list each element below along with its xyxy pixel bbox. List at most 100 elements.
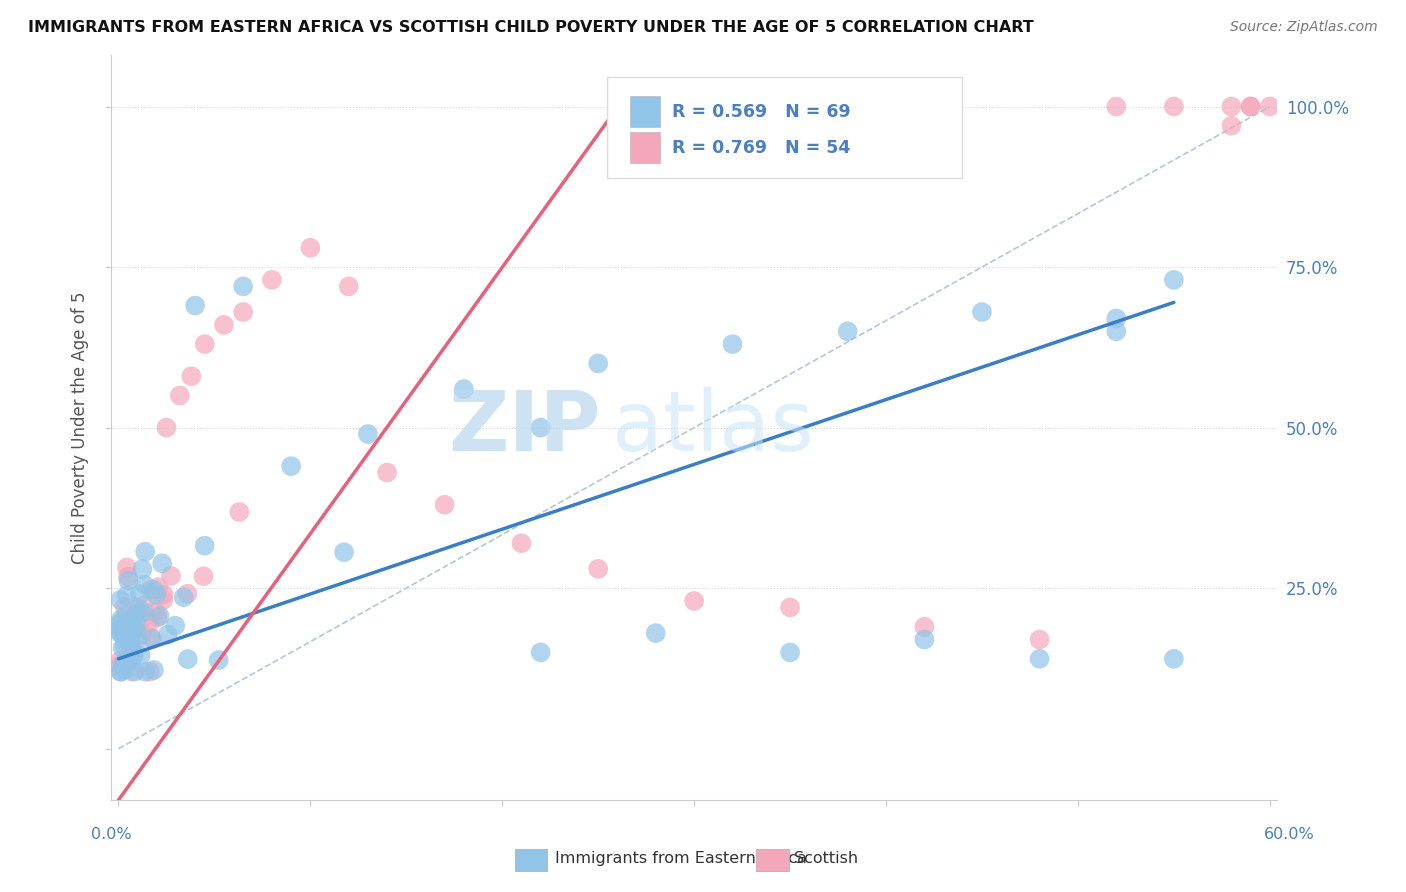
Point bbox=[433, 498, 456, 512]
Point bbox=[122, 609, 145, 624]
Point bbox=[779, 600, 801, 615]
Point bbox=[165, 618, 187, 632]
Point bbox=[194, 337, 217, 351]
Point bbox=[120, 629, 142, 643]
Point bbox=[129, 615, 152, 630]
Point bbox=[357, 427, 380, 442]
Point bbox=[124, 615, 146, 630]
Point bbox=[122, 621, 145, 635]
Point bbox=[141, 632, 163, 646]
Point bbox=[111, 640, 134, 655]
Point bbox=[644, 626, 666, 640]
Point bbox=[1163, 273, 1185, 287]
Point bbox=[1220, 99, 1243, 113]
Point bbox=[131, 562, 153, 576]
Point bbox=[111, 615, 134, 630]
Point bbox=[1163, 652, 1185, 666]
Point bbox=[124, 665, 146, 679]
Point bbox=[110, 624, 132, 639]
Point bbox=[139, 615, 162, 630]
Point bbox=[176, 587, 198, 601]
Point bbox=[299, 241, 322, 255]
Point bbox=[1258, 99, 1281, 113]
FancyBboxPatch shape bbox=[630, 96, 661, 128]
Point bbox=[110, 665, 132, 679]
Point bbox=[1028, 632, 1050, 647]
Point bbox=[134, 578, 156, 592]
Point bbox=[912, 620, 935, 634]
Point bbox=[112, 629, 135, 643]
Point bbox=[117, 569, 139, 583]
Point bbox=[118, 622, 141, 636]
Point bbox=[333, 545, 356, 559]
Text: 0.0%: 0.0% bbox=[91, 827, 132, 841]
Point bbox=[110, 658, 132, 673]
Point bbox=[127, 632, 149, 646]
Point bbox=[1220, 119, 1243, 133]
Point bbox=[111, 657, 134, 672]
Point bbox=[112, 619, 135, 633]
Point bbox=[128, 601, 150, 615]
Point bbox=[145, 587, 167, 601]
Point bbox=[118, 637, 141, 651]
Point bbox=[180, 369, 202, 384]
FancyBboxPatch shape bbox=[630, 132, 661, 163]
Point bbox=[131, 628, 153, 642]
Point bbox=[120, 653, 142, 667]
Point bbox=[193, 569, 215, 583]
Point bbox=[115, 560, 138, 574]
Point bbox=[156, 627, 179, 641]
Text: Scottish: Scottish bbox=[794, 851, 859, 865]
Point bbox=[122, 648, 145, 663]
Point bbox=[117, 574, 139, 588]
Point bbox=[837, 324, 859, 338]
Text: Immigrants from Eastern Africa: Immigrants from Eastern Africa bbox=[555, 851, 807, 865]
Point bbox=[146, 610, 169, 624]
Point bbox=[134, 545, 156, 559]
Point bbox=[134, 665, 156, 679]
Point bbox=[114, 599, 136, 614]
Text: ZIP: ZIP bbox=[449, 387, 600, 468]
Point bbox=[129, 648, 152, 663]
Point bbox=[114, 632, 136, 647]
Point bbox=[1028, 652, 1050, 666]
Point bbox=[110, 626, 132, 640]
Point bbox=[232, 305, 254, 319]
Point bbox=[173, 591, 195, 605]
Point bbox=[184, 299, 207, 313]
Point bbox=[115, 588, 138, 602]
Point bbox=[212, 318, 235, 332]
Point bbox=[510, 536, 533, 550]
Point bbox=[260, 273, 283, 287]
Point bbox=[125, 599, 148, 614]
Point bbox=[586, 356, 609, 370]
Point bbox=[115, 607, 138, 622]
Point bbox=[139, 631, 162, 645]
Point bbox=[112, 656, 135, 670]
Point bbox=[150, 557, 173, 571]
Point bbox=[110, 612, 132, 626]
Point bbox=[1105, 99, 1128, 113]
Point bbox=[118, 622, 141, 636]
Y-axis label: Child Poverty Under the Age of 5: Child Poverty Under the Age of 5 bbox=[72, 292, 89, 564]
Point bbox=[375, 466, 398, 480]
Text: IMMIGRANTS FROM EASTERN AFRICA VS SCOTTISH CHILD POVERTY UNDER THE AGE OF 5 CORR: IMMIGRANTS FROM EASTERN AFRICA VS SCOTTI… bbox=[28, 20, 1033, 35]
Point bbox=[143, 605, 166, 619]
Point bbox=[208, 653, 231, 667]
Text: Source: ZipAtlas.com: Source: ZipAtlas.com bbox=[1230, 20, 1378, 34]
Point bbox=[169, 388, 191, 402]
Point bbox=[1239, 99, 1261, 113]
Point bbox=[152, 593, 174, 607]
Point bbox=[970, 305, 993, 319]
Point bbox=[110, 621, 132, 635]
Text: atlas: atlas bbox=[613, 387, 814, 468]
Point bbox=[132, 605, 155, 619]
Text: R = 0.769   N = 54: R = 0.769 N = 54 bbox=[672, 138, 851, 156]
Point bbox=[120, 636, 142, 650]
Point bbox=[530, 645, 553, 659]
Point bbox=[779, 645, 801, 659]
Point bbox=[586, 562, 609, 576]
Point bbox=[146, 580, 169, 594]
Point bbox=[155, 420, 177, 434]
Point bbox=[1163, 99, 1185, 113]
